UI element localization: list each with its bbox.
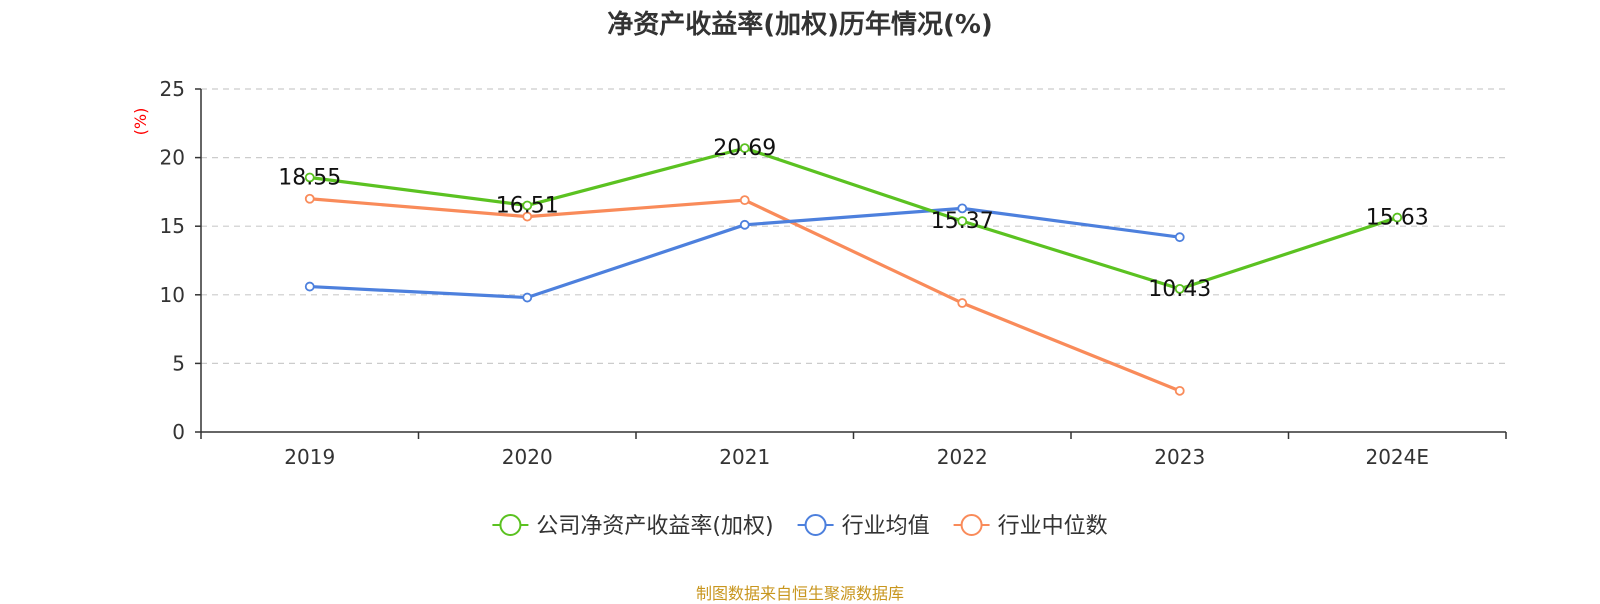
x-tick-label: 2019 (284, 445, 335, 469)
data-point[interactable] (522, 200, 533, 211)
legend-marker-icon (804, 514, 827, 536)
data-point[interactable] (522, 292, 533, 303)
legend-item[interactable]: 行业均值 (797, 514, 930, 539)
x-tick-label: 2020 (502, 445, 553, 469)
series-line (309, 146, 1398, 291)
legend-item[interactable]: 行业中位数 (953, 514, 1108, 539)
series-lines (304, 143, 1403, 396)
data-label: 15.63 (1366, 206, 1429, 231)
data-point[interactable] (304, 172, 315, 183)
data-label: 18.55 (278, 165, 341, 190)
x-tick-label: 2024E (1365, 445, 1429, 469)
data-point[interactable] (1174, 232, 1185, 243)
data-label: 15.37 (931, 209, 994, 234)
y-tick-label: 10 (160, 283, 185, 307)
legend-item[interactable]: 公司净资产收益率(加权) (492, 514, 774, 539)
data-point[interactable] (739, 143, 750, 154)
data-point[interactable] (1392, 212, 1403, 223)
data-point[interactable] (1174, 284, 1185, 294)
y-axis-unit-label: (%) (131, 108, 150, 136)
y-tick-label: 20 (160, 146, 185, 170)
legend-marker-icon (960, 514, 983, 536)
data-point[interactable] (1174, 385, 1185, 396)
data-point[interactable] (957, 203, 968, 214)
y-tick-label: 5 (172, 351, 185, 375)
source-note: 制图数据来自恒生聚源数据库 (695, 584, 904, 603)
data-point[interactable] (957, 298, 968, 308)
x-tick-label: 2021 (719, 445, 770, 469)
chart-title: 净资产收益率(加权)历年情况(%) (607, 10, 993, 40)
data-point[interactable] (739, 195, 750, 206)
data-point[interactable] (739, 219, 750, 230)
y-tick-label: 0 (172, 420, 185, 444)
data-point[interactable] (304, 193, 315, 204)
legend-label: 公司净资产收益率(加权) (536, 514, 773, 539)
data-labels: 18.55 16.51 20.69 15.37 10.43 15.63 (278, 136, 1428, 302)
y-tick-label: 15 (160, 214, 185, 238)
data-label: 20.69 (713, 136, 776, 161)
x-tick-label: 2022 (937, 445, 988, 469)
x-tick-label: 2023 (1154, 445, 1205, 469)
data-point[interactable] (522, 211, 533, 222)
legend[interactable]: 公司净资产收益率(加权) 行业均值 行业中位数 (492, 514, 1108, 539)
grid-lines (201, 88, 1506, 364)
legend-marker-icon (499, 514, 522, 536)
legend-label: 行业均值 (842, 514, 930, 539)
y-tick-label: 25 (160, 77, 185, 101)
data-label: 16.51 (496, 193, 559, 218)
data-point[interactable] (957, 216, 968, 227)
data-point[interactable] (304, 281, 315, 292)
data-label: 10.43 (1148, 277, 1211, 302)
legend-label: 行业中位数 (998, 514, 1108, 539)
axes: 0 5 10 15 20 25 2019 2020 2021 2022 2023 2024E (160, 77, 1507, 469)
